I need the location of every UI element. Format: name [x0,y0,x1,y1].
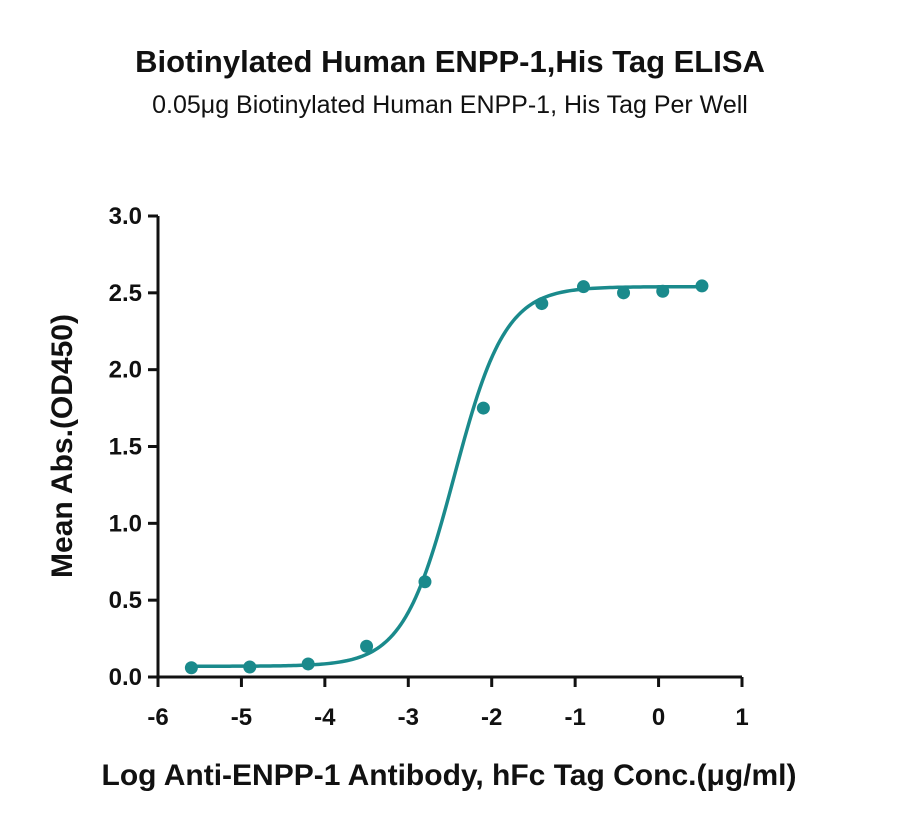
x-tick-label: 0 [652,704,665,731]
data-point [418,575,432,589]
data-point [243,660,257,674]
data-point [617,286,631,300]
data-point [360,639,374,653]
data-points [184,279,709,675]
data-point [535,297,549,311]
y-tick-label: 2.5 [109,280,142,307]
x-axis-label: Log Anti-ENPP-1 Antibody, hFc Tag Conc.(… [102,759,797,792]
y-tick-label: 0.5 [109,587,142,614]
x-tick-label: -2 [481,704,502,731]
x-tick-label: -6 [147,704,168,731]
y-tick-label: 3.0 [109,203,142,230]
x-tick-label: 1 [735,704,748,731]
data-point [476,401,490,415]
x-tick-label: -5 [231,704,252,731]
y-tick-label: 2.0 [109,357,142,384]
chart-title: Biotinylated Human ENPP-1,His Tag ELISA [135,44,765,79]
data-point [656,284,670,298]
x-ticks: -6 -5 -4 -3 -2 -1 0 1 [147,677,749,731]
axes: 0.0 0.5 1.0 1.5 2.0 2.5 3.0 -6 -5 -4 -3 -2 -1 0 1 [109,203,749,731]
data-point [576,280,590,294]
y-axis-label: Mean Abs.(OD450) [46,314,79,578]
data-point [184,661,198,675]
x-tick-label: -3 [398,704,419,731]
y-tick-label: 1.5 [109,434,142,461]
x-tick-label: -4 [314,704,336,731]
y-ticks: 0.0 0.5 1.0 1.5 2.0 2.5 3.0 [109,203,158,691]
data-point [301,657,315,671]
chart-subtitle: 0.05μg Biotinylated Human ENPP-1, His Ta… [152,91,748,119]
y-tick-label: 0.0 [109,664,142,691]
data-point [695,279,709,293]
x-tick-label: -1 [564,704,585,731]
fit-curve [191,284,702,668]
y-tick-label: 1.0 [109,510,142,537]
